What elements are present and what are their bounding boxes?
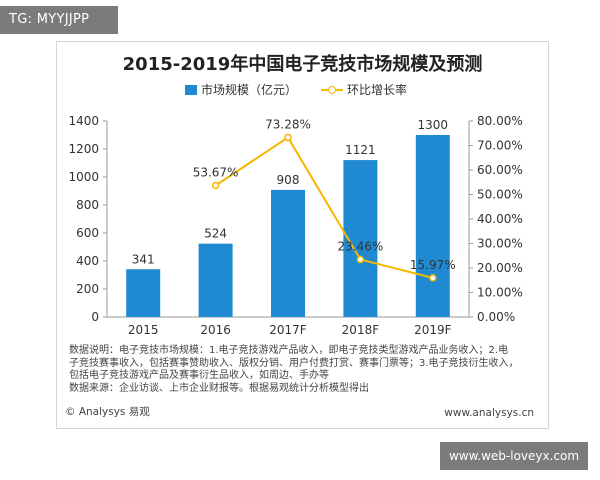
x-tick-label: 2019F [414,323,452,337]
legend-label-growth-rate: 环比增长率 [347,83,408,97]
note-line-1: 数据说明：电子竞技市场规模：1.电子竞技游戏产品收入，即电子竞技类型游戏产品业务… [69,345,509,356]
right-tick-label: 70.00% [477,139,523,153]
bar-2017F [271,189,305,317]
growth-rate-label: 73.28% [265,117,311,131]
right-tick-label: 30.00% [477,237,523,251]
bar-value-label: 341 [132,252,155,266]
left-tick-label: 0 [91,310,99,324]
left-tick-label: 1200 [68,142,99,156]
note-line-2: 子竞技赛事收入，包括赛事赞助收入、版权分销、用户付费打赏、赛事门票等；3.电子竞… [69,357,519,369]
right-tick-label: 60.00% [477,163,523,177]
x-tick-label: 2015 [128,323,159,337]
combo-chart: 0 200 400 600 800 1000 1200 1400 0.00% 10.00% 20.0… [68,114,523,337]
left-tick-label: 1000 [68,170,99,184]
legend-item-market-size: 市场规模（亿元） [185,81,297,98]
right-tick-label: 10.00% [477,286,523,300]
x-tick-label: 2018F [342,323,380,337]
bar-2015 [126,269,161,317]
footer-website: www.analysys.cn [444,407,534,419]
right-tick-label: 20.00% [477,261,523,275]
legend-line-swatch [321,85,344,95]
note-line-4: 数据来源：企业访谈、上市企业财报等。根据易观统计分析模型得出 [69,382,369,394]
bar-value-label: 908 [277,173,300,187]
chart-title: 2015-2019年中国电子竞技市场规模及预测 [122,54,483,75]
growth-rate-point [356,255,365,264]
growth-rate-label: 53.67% [193,166,239,180]
note-line-3: 包括电子竞技游戏产品及赛事衍生品收入，如周边、手办等 [69,370,329,381]
data-note: 数据说明：电子竞技市场规模：1.电子竞技游戏产品收入，即电子竞技类型游戏产品业务… [69,345,539,395]
growth-rate-point [284,133,292,142]
legend-item-growth-rate: 环比增长率 [321,81,407,98]
bar-2016 [198,243,233,317]
left-tick-label: 800 [76,198,99,212]
growth-rate-label: 15.97% [410,258,456,272]
bar-value-label: 1121 [345,143,376,157]
chart-card: 2015-2019年中国电子竞技市场规模及预测 市场规模（亿元） 环比增长率 0… [56,41,549,429]
chart-legend: 市场规模（亿元） 环比增长率 [185,81,431,98]
growth-rate-line [215,136,434,279]
right-tick-label: 50.00% [477,188,523,202]
growth-rate-point [211,181,220,190]
top-watermark-tag: TG: MYYJJPP [0,6,118,34]
legend-label-market-size: 市场规模（亿元） [201,83,298,97]
x-tick-label: 2016 [200,323,231,337]
left-tick-label: 200 [76,282,99,296]
bar-value-label: 524 [204,227,227,241]
x-tick-label: 2017F [269,323,307,337]
right-tick-label: 40.00% [477,212,523,226]
footer-copyright: © Analysys 易观 [65,406,150,418]
right-tick-label: 80.00% [477,114,523,128]
right-tick-label: 0.00% [477,310,515,324]
legend-bar-swatch [185,84,197,95]
left-tick-label: 600 [76,226,99,240]
bar-value-label: 1300 [418,118,449,132]
bottom-watermark-tag: www.web-loveyx.com [440,442,588,470]
growth-rate-label: 23.46% [338,240,384,254]
growth-rate-point [429,274,437,282]
left-tick-label: 400 [76,254,99,268]
bar-2019F [415,135,450,317]
left-tick-label: 1400 [68,114,99,128]
